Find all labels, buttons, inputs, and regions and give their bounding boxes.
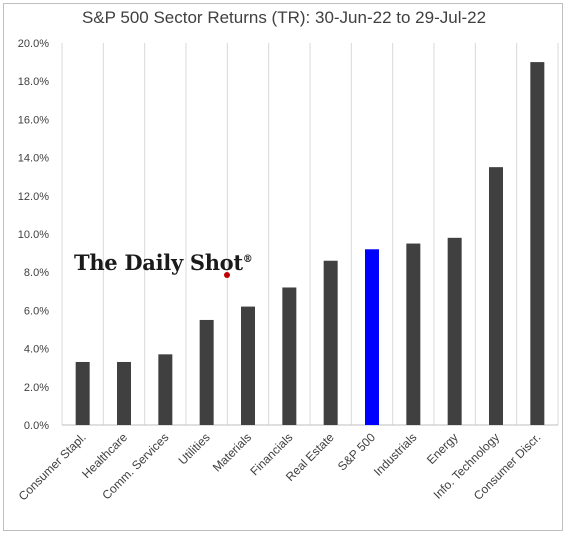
bar-consumer-discr [530, 62, 545, 425]
grid-lines [61, 43, 559, 426]
x-tick-label: Utilities [176, 430, 213, 467]
bar-financials [282, 287, 297, 425]
y-axis: 0.0% 2.0% 4.0% 6.0% 8.0% 10.0% 12.0% 14.0% 16.0%… [18, 38, 49, 432]
y-tick-label: 10.0% [18, 229, 49, 241]
bar-s-p-500 [365, 249, 379, 425]
bars [75, 62, 545, 425]
logo-dot [224, 272, 230, 278]
chart-frame [3, 3, 563, 531]
x-tick-label: Industrials [371, 430, 420, 479]
logo-text: The Daily Shot [74, 250, 243, 275]
y-tick-label: 4.0% [24, 344, 49, 356]
bar-utilities [199, 319, 214, 425]
bar-healthcare [117, 361, 131, 425]
bar-consumer-stapl [75, 361, 90, 425]
bar-industrials [406, 243, 421, 425]
y-tick-label: 14.0% [18, 153, 49, 165]
y-tick-label: 12.0% [18, 191, 49, 203]
bar-comm-services [158, 354, 173, 425]
x-tick-label: Consumer Stapl. [16, 430, 89, 503]
y-tick-label: 6.0% [24, 305, 49, 317]
y-tick-label: 16.0% [18, 114, 49, 126]
bar-real-estate [323, 260, 338, 425]
y-tick-label: 20.0% [18, 38, 49, 50]
bar-energy [447, 237, 462, 425]
x-tick-label: Energy [424, 430, 461, 467]
logo-registered-mark: ® [242, 254, 253, 265]
daily-shot-logo: The Daily Shot® [74, 250, 253, 275]
chart-title: S&P 500 Sector Returns (TR): 30-Jun-22 t… [81, 8, 487, 27]
y-tick-label: 8.0% [24, 267, 49, 279]
bar-materials [241, 306, 255, 425]
y-tick-label: 2.0% [24, 382, 49, 394]
bar-info-technology [489, 167, 503, 425]
y-tick-label: 18.0% [18, 76, 49, 88]
y-tick-label: 0.0% [24, 420, 49, 432]
